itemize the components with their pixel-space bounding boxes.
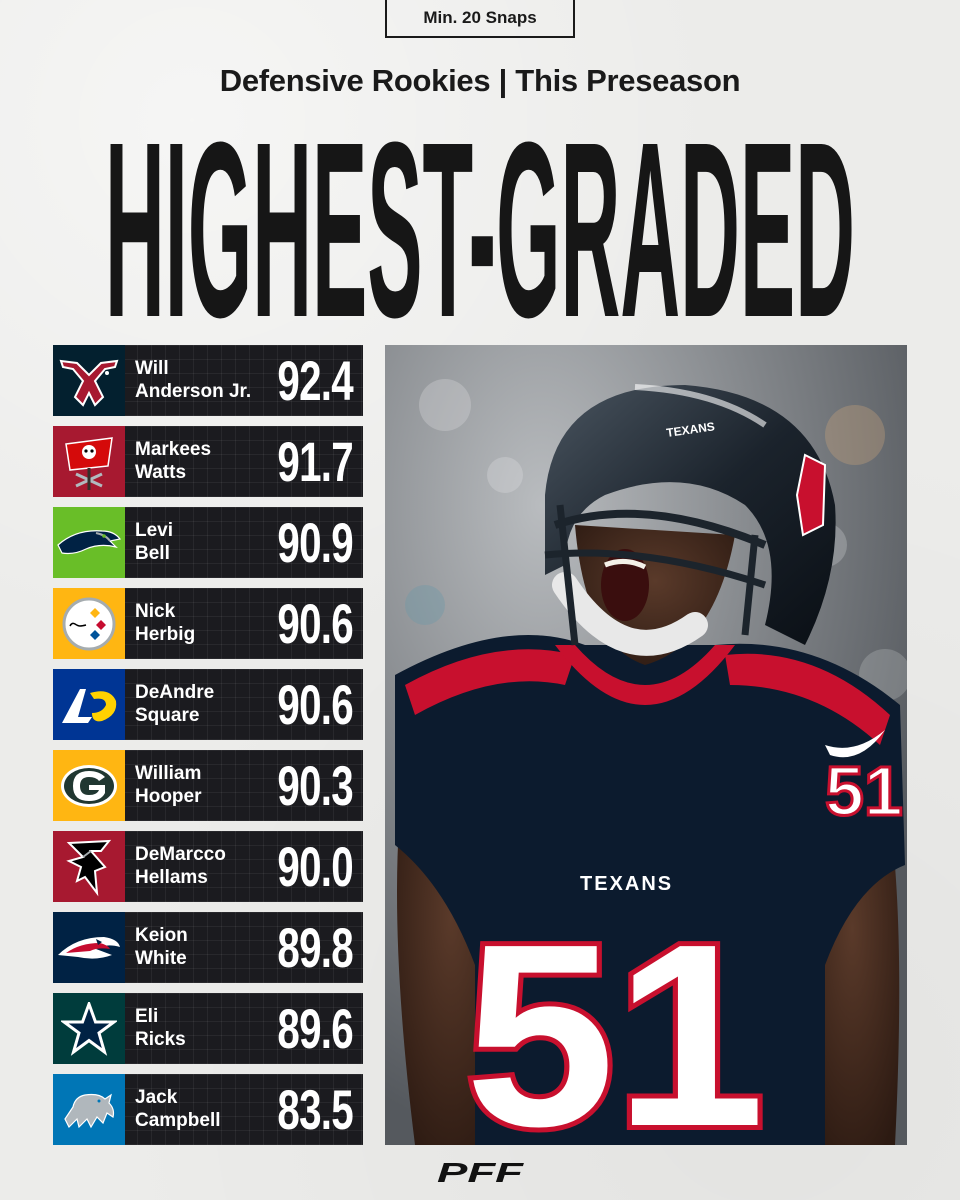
player-name: Nick Herbig xyxy=(135,600,195,646)
pff-logo-icon: PFF xyxy=(437,1158,524,1186)
player-name: Markees Watts xyxy=(135,438,211,484)
lions-logo-icon xyxy=(53,1074,125,1145)
player-grade: 83.5 xyxy=(277,1078,353,1141)
headline: HIGHEST-GRADED xyxy=(0,98,960,326)
player-grade: 90.6 xyxy=(277,592,353,655)
player-first-name: Will xyxy=(135,358,169,379)
player-grade: 90.6 xyxy=(277,673,353,736)
cowboys-logo-icon xyxy=(53,993,125,1064)
rams-logo-icon xyxy=(53,669,125,740)
steelers-logo-icon xyxy=(53,588,125,659)
pff-logo-text: PFF xyxy=(437,1158,524,1186)
player-last-name: Hellams xyxy=(135,867,208,888)
player-grade: 92.4 xyxy=(277,349,353,412)
player-row: Levi Bell 90.9 xyxy=(53,507,363,578)
headline-text: HIGHEST-GRADED xyxy=(105,98,855,326)
player-grade: 89.8 xyxy=(277,916,353,979)
player-last-name: Campbell xyxy=(135,1110,221,1131)
player-row: William Hooper 90.3 xyxy=(53,750,363,821)
texans-logo-icon xyxy=(53,345,125,416)
player-last-name: Bell xyxy=(135,543,170,564)
subtitle: Defensive Rookies | This Preseason xyxy=(219,63,741,98)
player-last-name: Ricks xyxy=(135,1029,186,1050)
player-name: Jack Campbell xyxy=(135,1086,221,1132)
player-row: DeMarcco Hellams 90.0 xyxy=(53,831,363,902)
player-first-name: William xyxy=(135,763,202,784)
min-snaps-badge: Min. 20 Snaps xyxy=(385,0,575,38)
player-last-name: Watts xyxy=(135,462,187,483)
player-grade: 91.7 xyxy=(277,430,353,493)
falcons-logo-icon xyxy=(53,831,125,902)
helmet-text: TEXANS xyxy=(665,419,715,440)
player-row: Jack Campbell 83.5 xyxy=(53,1074,363,1145)
seahawks-logo-icon xyxy=(53,507,125,578)
player-first-name: Nick xyxy=(135,601,176,622)
player-grade: 90.0 xyxy=(277,835,353,898)
player-row: Eli Ricks 89.6 xyxy=(53,993,363,1064)
player-list: Will Anderson Jr. 92.4 Markees Watts 91.… xyxy=(53,345,363,1155)
player-first-name: DeMarcco xyxy=(135,844,226,865)
player-name: DeAndre Square xyxy=(135,681,214,727)
player-last-name: White xyxy=(135,948,187,969)
sleeve-number: 51 xyxy=(825,752,903,830)
player-name: Levi Bell xyxy=(135,519,173,565)
player-last-name: Anderson Jr. xyxy=(135,381,252,402)
player-last-name: Square xyxy=(135,705,200,726)
player-first-name: Jack xyxy=(135,1087,178,1108)
patriots-logo-icon xyxy=(53,912,125,983)
player-grade: 90.9 xyxy=(277,511,353,574)
player-grade: 90.3 xyxy=(277,754,353,817)
player-name: William Hooper xyxy=(135,762,202,808)
player-last-name: Hooper xyxy=(135,786,202,807)
jersey-team-text: TEXANS xyxy=(580,873,673,895)
packers-logo-icon xyxy=(53,750,125,821)
player-row: Will Anderson Jr. 92.4 xyxy=(53,345,363,416)
player-row: Keion White 89.8 xyxy=(53,912,363,983)
player-grade: 89.6 xyxy=(277,997,353,1060)
player-last-name: Herbig xyxy=(135,624,196,645)
jersey-number: 51 xyxy=(465,891,765,1145)
buccaneers-logo-icon xyxy=(53,426,125,497)
player-row: DeAndre Square 90.6 xyxy=(53,669,363,740)
player-name: Eli Ricks xyxy=(135,1005,186,1051)
player-first-name: Levi xyxy=(135,520,174,541)
player-row: Nick Herbig 90.6 xyxy=(53,588,363,659)
player-name: Keion White xyxy=(135,924,188,970)
player-first-name: Markees xyxy=(135,439,212,460)
player-row: Markees Watts 91.7 xyxy=(53,426,363,497)
player-name: Will Anderson Jr. xyxy=(135,357,251,403)
player-first-name: Keion xyxy=(135,925,188,946)
player-first-name: Eli xyxy=(135,1006,159,1027)
player-name: DeMarcco Hellams xyxy=(135,843,226,889)
player-photo: 51 TEXANS 51 TEXANS xyxy=(385,345,907,1145)
player-first-name: DeAndre xyxy=(135,682,215,703)
